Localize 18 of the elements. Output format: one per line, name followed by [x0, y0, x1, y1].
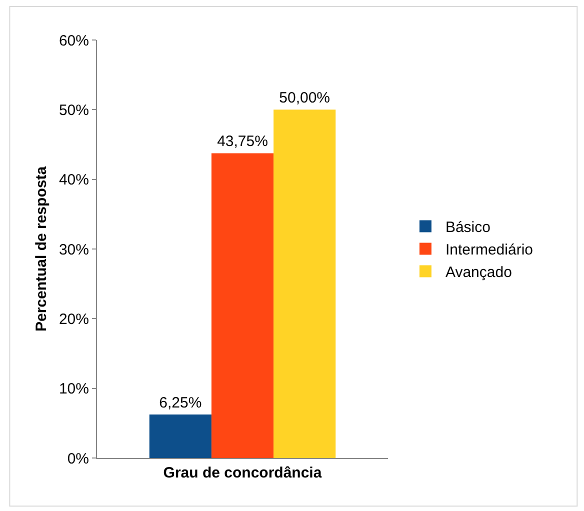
x-axis-title: Grau de concordância: [163, 464, 322, 482]
legend-label: Avançado: [445, 264, 512, 282]
y-tick-label: 0%: [67, 450, 89, 468]
y-axis-title: Percentual de resposta: [33, 166, 50, 332]
legend-label: Básico: [445, 219, 490, 236]
bar: [274, 110, 336, 458]
bar: [211, 153, 274, 458]
y-tick-label: 60%: [58, 32, 89, 50]
bar: [149, 414, 212, 458]
y-tick-label: 10%: [58, 380, 89, 398]
data-label: 6,25%: [159, 394, 202, 412]
data-label: 50,00%: [279, 90, 330, 107]
y-tick-label: 20%: [58, 310, 89, 328]
legend-label: Intermediário: [445, 242, 534, 259]
y-tick-label: 40%: [58, 172, 89, 189]
y-tick-label: 50%: [58, 102, 89, 119]
data-label: 43,75%: [217, 133, 268, 150]
y-tick-label: 30%: [58, 241, 89, 258]
